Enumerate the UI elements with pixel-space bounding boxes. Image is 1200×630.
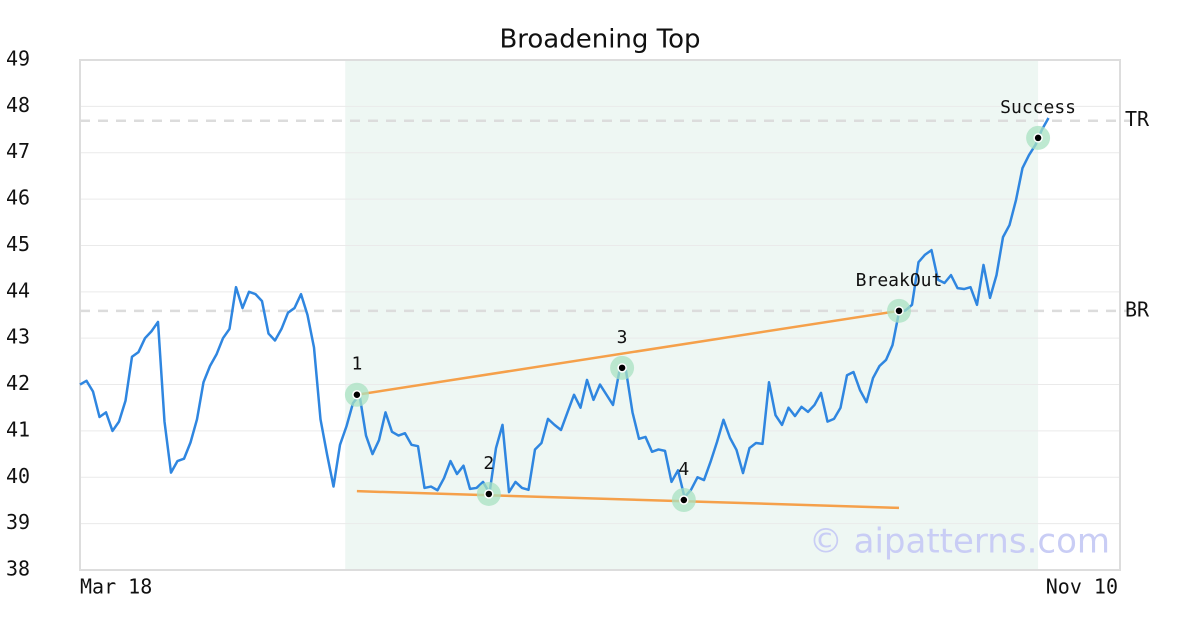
y-tick-label: 47 [6, 139, 30, 163]
x-tick-label: Mar 18 [80, 575, 152, 599]
y-tick-label: 46 [6, 186, 30, 210]
y-tick-label: 44 [6, 278, 30, 302]
marker-dot [352, 389, 362, 400]
trendline [356, 309, 900, 396]
marker-label: Success [1000, 97, 1076, 118]
marker-label: BreakOut [856, 270, 943, 291]
x-tick-label: Nov 10 [1046, 575, 1118, 599]
chart-title: Broadening Top [499, 25, 700, 55]
watermark: © aipatterns.com [809, 522, 1110, 562]
price-line [79, 117, 1050, 499]
y-tick-label: 41 [6, 417, 30, 441]
y-tick-label: 39 [6, 510, 30, 534]
trendline [356, 489, 900, 510]
pattern-span [345, 60, 1039, 570]
level-label: TR [1125, 107, 1150, 131]
y-tick-label: 38 [6, 557, 30, 581]
plot-frame [79, 59, 1121, 571]
y-tick-label: 48 [6, 93, 30, 117]
marker-label: 2 [483, 453, 494, 474]
marker-dot [617, 363, 627, 373]
level-label: BR [1125, 297, 1150, 321]
marker-dot [894, 306, 904, 316]
marker-label: 4 [678, 459, 689, 480]
marker-label: 1 [351, 354, 362, 375]
marker-label: 3 [617, 327, 628, 348]
marker-dot [484, 489, 494, 499]
y-tick-label: 49 [6, 47, 30, 71]
y-tick-label: 40 [6, 464, 30, 488]
y-tick-label: 42 [6, 371, 30, 395]
y-tick-label: 45 [6, 232, 30, 256]
y-tick-label: 43 [6, 325, 30, 349]
marker-dot [679, 495, 689, 505]
marker-dot [1033, 133, 1043, 143]
